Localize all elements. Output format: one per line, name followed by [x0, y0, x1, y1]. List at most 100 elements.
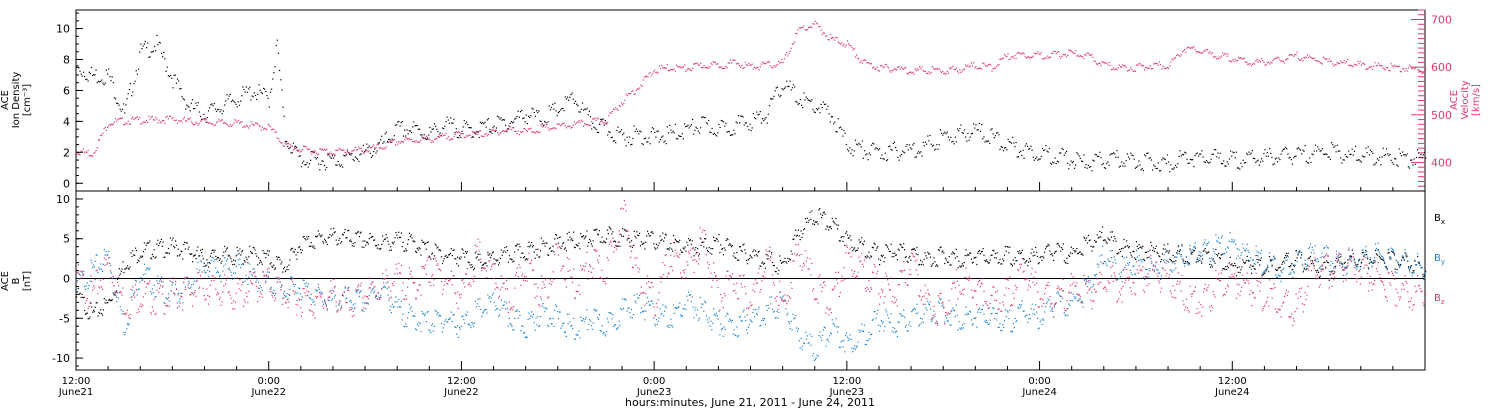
bx-point — [1051, 253, 1053, 255]
by-point — [804, 331, 807, 333]
by-point — [941, 305, 943, 307]
bx-point — [1177, 245, 1180, 247]
velocity-point — [1036, 52, 1038, 55]
bx-point — [676, 241, 678, 243]
bx-point — [266, 250, 269, 252]
density-point — [1281, 150, 1283, 152]
density-point — [330, 157, 332, 159]
density-point — [464, 123, 467, 125]
by-point — [626, 310, 628, 312]
density-point — [744, 122, 746, 124]
bx-point — [233, 263, 236, 265]
bx-point — [202, 258, 204, 260]
density-point — [795, 100, 797, 102]
by-point — [514, 317, 516, 319]
velocity-point — [1160, 64, 1162, 66]
density-point — [1086, 167, 1088, 169]
density-point — [612, 140, 614, 142]
bx-point — [804, 218, 807, 220]
bx-point — [291, 247, 294, 249]
bx-point — [1191, 253, 1193, 255]
by-point — [458, 326, 460, 328]
bx-point — [690, 243, 692, 246]
density-point — [628, 136, 631, 138]
by-point — [879, 325, 882, 327]
density-point — [851, 149, 853, 151]
bx-point — [529, 246, 531, 248]
by-point — [547, 324, 549, 326]
by-point — [650, 300, 652, 302]
velocity-point — [737, 63, 740, 65]
velocity-point — [1234, 58, 1236, 60]
density-point — [846, 148, 849, 150]
by-point — [655, 319, 658, 321]
by-point — [668, 327, 670, 329]
bx-point — [582, 235, 584, 237]
bx-point — [1172, 254, 1174, 256]
by-point — [535, 317, 537, 319]
bx-point — [1087, 234, 1089, 237]
bx-point — [1315, 269, 1317, 272]
bx-point — [113, 294, 115, 296]
bx-point — [314, 247, 316, 249]
density-point — [736, 122, 738, 124]
bx-point — [840, 236, 842, 238]
velocity-point — [604, 123, 606, 125]
by-point — [417, 325, 419, 327]
density-point — [487, 118, 489, 120]
density-point — [385, 131, 387, 133]
density-point — [1380, 164, 1382, 166]
density-point — [788, 85, 790, 88]
bx-point — [1110, 231, 1112, 233]
velocity-point — [1006, 55, 1008, 58]
bx-point — [829, 226, 832, 228]
bx-point — [481, 267, 483, 269]
by-point — [780, 299, 782, 301]
velocity-point — [1103, 62, 1105, 64]
bx-point — [845, 232, 847, 234]
by-point — [712, 322, 714, 324]
density-point — [731, 134, 733, 136]
bx-point — [134, 254, 136, 257]
bx-point — [316, 235, 319, 237]
velocity-point — [1207, 49, 1209, 51]
density-point — [803, 92, 805, 94]
velocity-point — [1243, 57, 1245, 59]
by-point — [569, 321, 571, 323]
velocity-point — [1020, 53, 1022, 55]
density-point — [838, 127, 840, 129]
bx-point — [1334, 265, 1337, 267]
by-point — [866, 339, 868, 342]
by-point — [934, 316, 936, 318]
density-point — [907, 149, 909, 151]
velocity-point — [547, 127, 549, 129]
density-point — [143, 43, 145, 45]
velocity-point — [690, 70, 693, 72]
bx-point — [731, 245, 733, 247]
by-point — [432, 330, 435, 332]
velocity-point — [1223, 54, 1225, 56]
density-point — [632, 137, 634, 140]
bx-point — [464, 256, 466, 258]
bx-point — [1168, 252, 1170, 254]
velocity-point — [998, 64, 1000, 66]
velocity-point — [1334, 64, 1336, 66]
density-point — [1223, 160, 1225, 162]
velocity-point — [868, 62, 870, 64]
bx-point — [1369, 259, 1371, 261]
by-point — [932, 317, 934, 319]
by-point — [205, 271, 207, 273]
density-point — [460, 136, 462, 139]
bx-point — [520, 256, 522, 259]
density-point — [537, 111, 539, 113]
bx-point — [1340, 256, 1342, 258]
density-point — [158, 41, 160, 43]
density-point — [1116, 150, 1118, 152]
by-point — [957, 329, 959, 331]
bx-point — [1194, 247, 1196, 249]
by-point — [441, 331, 443, 333]
velocity-point — [1231, 61, 1233, 63]
velocity-point — [173, 119, 175, 121]
bx-point — [745, 252, 747, 254]
density-point — [596, 131, 598, 133]
